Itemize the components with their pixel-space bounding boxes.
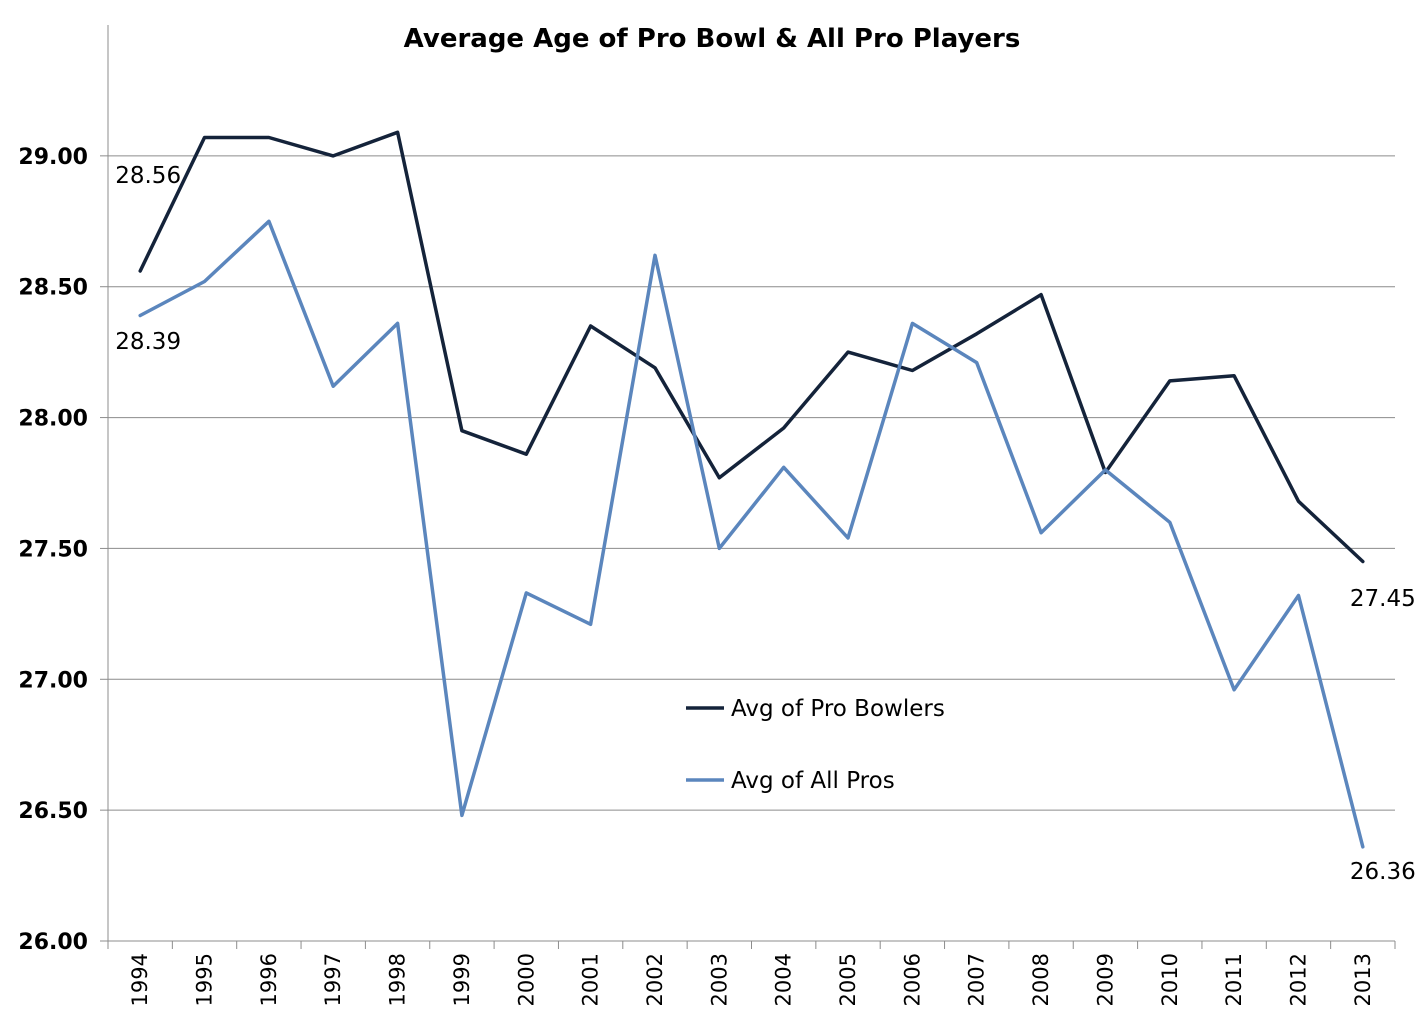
x-tick-label-2011: 2011: [1222, 953, 1246, 1006]
series-lines: [138, 130, 1365, 849]
x-tick-label-1997: 1997: [321, 953, 345, 1006]
y-tick-label-0: 26.00: [18, 930, 88, 955]
x-tick-label-2001: 2001: [579, 953, 603, 1006]
x-tick-label-2012: 2012: [1286, 953, 1310, 1006]
data-label-2: 27.45: [1350, 586, 1416, 612]
x-tick-label-2003: 2003: [707, 953, 731, 1006]
y-tick-labels: 26.00 26.50 27.00 27.50 28.00 28.50 29.00: [18, 145, 88, 955]
x-tick-label-1995: 1995: [193, 953, 217, 1006]
y-tick-label-4: 28.00: [18, 407, 88, 432]
axes: [107, 25, 1396, 949]
chart-title: Average Age of Pro Bowl & All Pro Player…: [404, 24, 1021, 54]
x-tick-label-1999: 1999: [450, 953, 474, 1006]
series-line-all-pros: [138, 219, 1365, 849]
x-tick-label-2008: 2008: [1029, 953, 1053, 1006]
x-tick-label-2013: 2013: [1351, 953, 1375, 1006]
y-tick-label-1: 26.50: [18, 799, 88, 824]
x-tick-label-2006: 2006: [900, 953, 924, 1006]
x-tick-label-2000: 2000: [514, 953, 538, 1006]
data-labels: 28.56 28.39 27.45 26.36: [115, 163, 1416, 885]
gridlines: [100, 155, 1395, 942]
x-tick-label-1998: 1998: [386, 953, 410, 1006]
y-tick-label-2: 27.00: [18, 668, 88, 693]
data-label-0: 28.56: [115, 163, 181, 189]
x-tick-label-2004: 2004: [772, 953, 796, 1006]
x-tick-label-2005: 2005: [836, 953, 860, 1006]
series-line-pro-bowlers: [138, 130, 1365, 564]
x-tick-label-2007: 2007: [965, 953, 989, 1006]
x-tick-label-2002: 2002: [643, 953, 667, 1006]
x-tick-labels: 1994 1995 1996 1997 1998 1999 2000 2001 2002 2003…: [128, 953, 1375, 1006]
legend-label-1: Avg of All Pros: [731, 768, 895, 794]
legend-label-0: Avg of Pro Bowlers: [731, 696, 945, 722]
x-tick-label-2010: 2010: [1158, 953, 1182, 1006]
x-tick-label-1996: 1996: [257, 953, 281, 1006]
legend: Avg of Pro Bowlers Avg of All Pros: [686, 696, 945, 794]
y-tick-label-5: 28.50: [18, 276, 88, 301]
data-label-3: 26.36: [1350, 859, 1416, 885]
y-tick-label-3: 27.50: [18, 537, 88, 562]
x-tick-label-1994: 1994: [128, 953, 152, 1006]
y-tick-label-6: 29.00: [18, 145, 88, 170]
x-tick-label-2009: 2009: [1093, 953, 1117, 1006]
data-label-1: 28.39: [115, 329, 181, 355]
